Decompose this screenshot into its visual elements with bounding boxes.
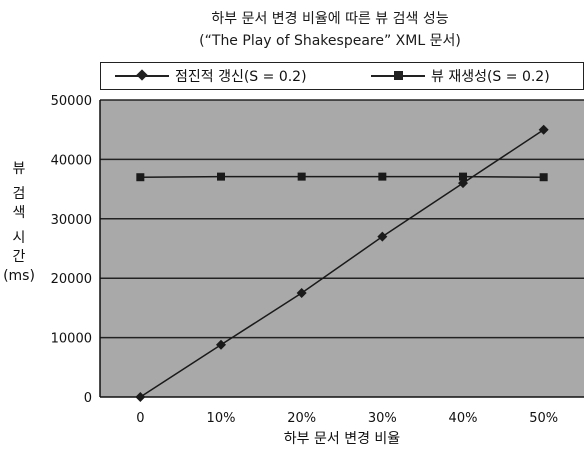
- data-point-square: [539, 173, 548, 182]
- legend-label-incremental: 점진적 갱신(S = 0.2): [175, 69, 307, 85]
- data-point-diamond: [296, 288, 307, 299]
- legend-item-regenerate: 뷰 재생성(S = 0.2): [371, 63, 550, 89]
- y-tick-label: 20000: [51, 272, 92, 287]
- series-line-2: [140, 175, 544, 178]
- legend-line-square: [371, 71, 425, 80]
- y-axis-label-part: 시: [12, 230, 26, 246]
- data-point-diamond: [458, 178, 468, 189]
- data-point-square: [136, 173, 145, 182]
- y-tick-label: 0: [84, 391, 92, 406]
- legend: 점진적 갱신(S = 0.2) 뷰 재생성(S = 0.2): [100, 62, 584, 90]
- data-point-diamond: [216, 339, 226, 350]
- y-axis-label-part: 뷰: [12, 161, 26, 177]
- data-point-square: [297, 172, 306, 181]
- plot-area: [100, 100, 584, 397]
- data-point-square: [378, 172, 387, 181]
- y-axis-label-part: 검: [12, 186, 26, 202]
- data-point-diamond: [377, 231, 388, 242]
- data-point-square: [459, 172, 467, 181]
- y-tick-label: 10000: [51, 332, 92, 347]
- y-tick-label: 50000: [51, 94, 92, 109]
- y-tick-label: 30000: [51, 213, 92, 228]
- y-tick-label: 40000: [51, 153, 92, 168]
- legend-line-diamond: [115, 69, 169, 81]
- y-axis-label-part: (ms): [3, 268, 35, 284]
- chart-subtitle: (“The Play of Shakespeare” XML 문서): [199, 33, 461, 49]
- legend-label-regenerate: 뷰 재생성(S = 0.2): [431, 69, 550, 85]
- data-point-square: [217, 172, 225, 181]
- x-tick-label: 0: [136, 411, 144, 426]
- data-point-diamond: [538, 124, 549, 135]
- x-tick-label: 30%: [368, 411, 397, 426]
- chart-title: 하부 문서 변경 비율에 따른 뷰 검색 성능: [211, 11, 449, 27]
- x-tick-label: 10%: [207, 411, 236, 426]
- series-line-1: [139, 129, 545, 398]
- data-point-diamond: [135, 392, 146, 402]
- legend-item-incremental: 점진적 갱신(S = 0.2): [115, 63, 307, 89]
- x-tick-label: 20%: [287, 411, 316, 426]
- x-tick-label: 50%: [529, 411, 558, 426]
- x-axis-label: 하부 문서 변경 비율: [283, 431, 401, 447]
- y-axis-label-part: 간: [12, 249, 26, 265]
- y-axis-label: 뷰 검 색 시 간 (ms): [2, 160, 36, 286]
- x-tick-label: 40%: [449, 411, 478, 426]
- square-marker-icon: [394, 71, 403, 80]
- y-axis-label-part: 색: [12, 205, 26, 221]
